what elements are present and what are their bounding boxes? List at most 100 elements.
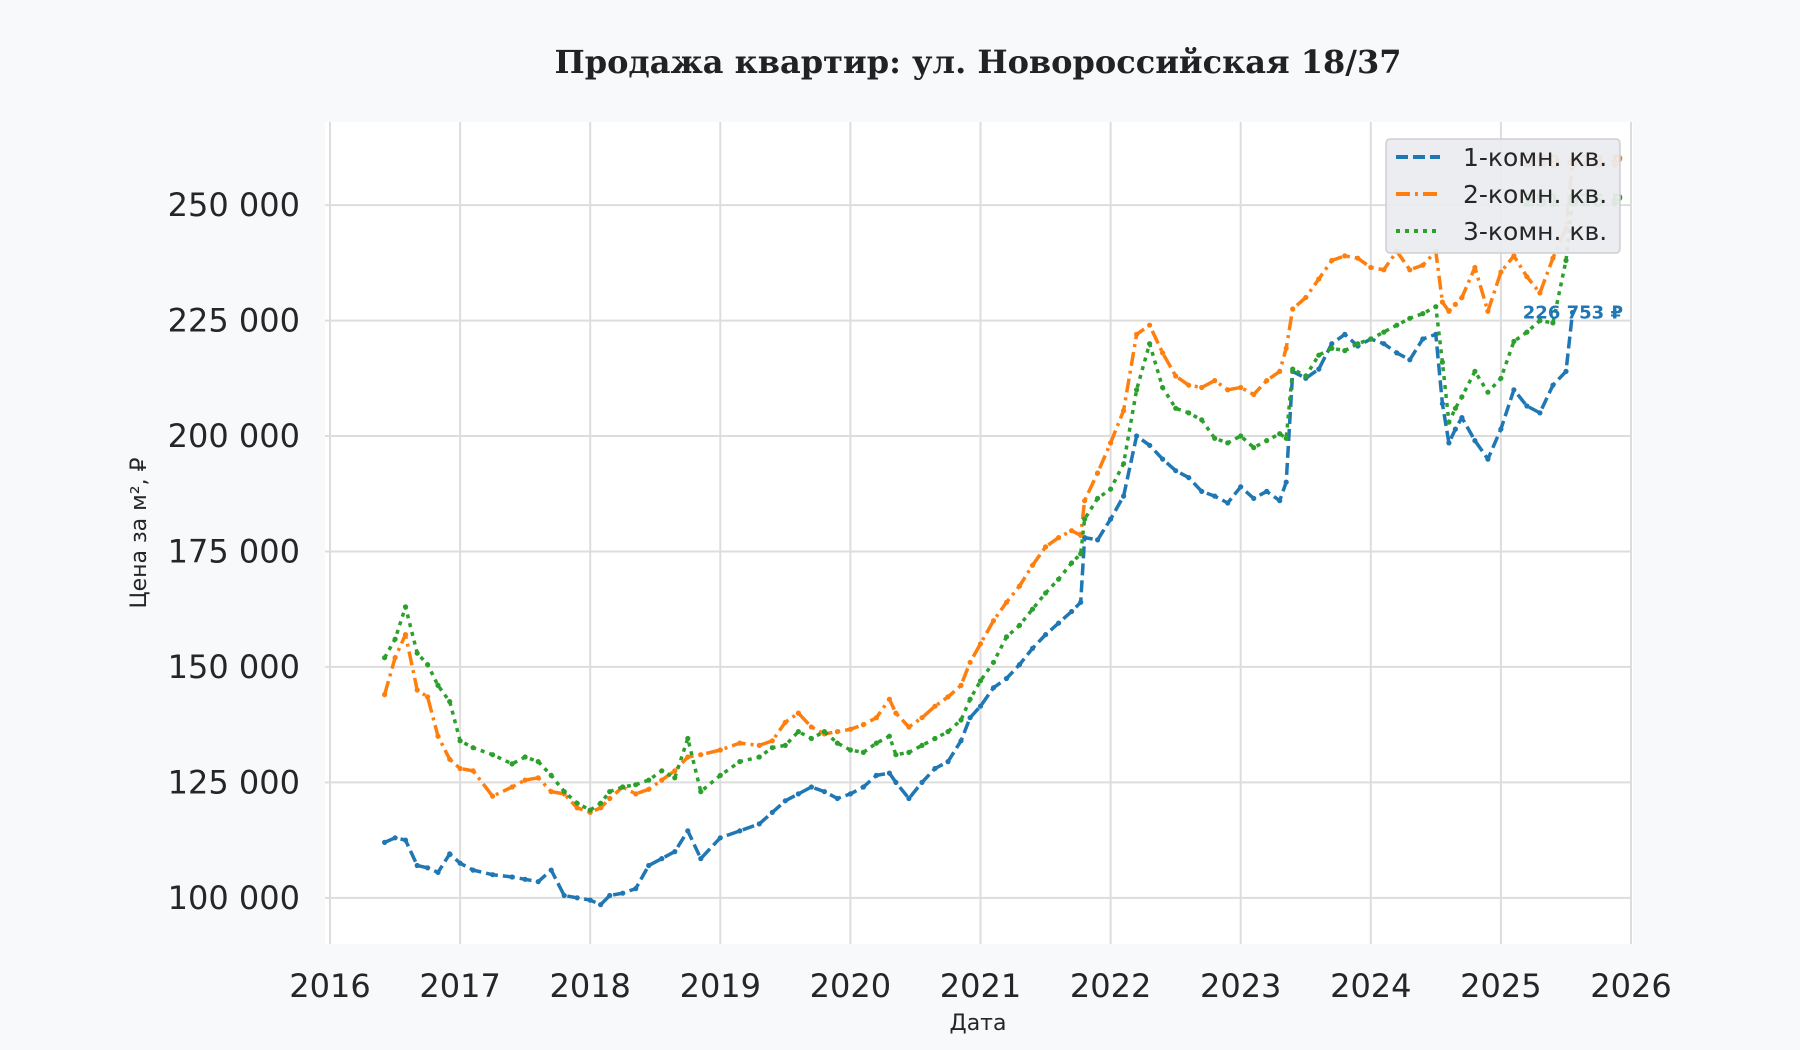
- data-point: [717, 747, 723, 753]
- data-point: [574, 895, 580, 901]
- data-point: [795, 791, 802, 797]
- data-point: [1537, 318, 1543, 324]
- data-point: [886, 733, 893, 739]
- data-point: [1511, 387, 1517, 393]
- data-point: [1329, 345, 1335, 351]
- series-3: [382, 197, 1576, 813]
- end-value-label: 226 753 ₽: [1523, 302, 1623, 323]
- data-point: [392, 636, 398, 642]
- data-point: [587, 897, 593, 903]
- data-point: [1225, 440, 1231, 446]
- data-point: [490, 752, 496, 758]
- data-point: [1147, 322, 1153, 328]
- x-tick-label: 2017: [419, 967, 500, 1005]
- data-point: [392, 835, 398, 841]
- data-point: [1537, 410, 1543, 416]
- data-point: [1251, 391, 1257, 398]
- data-point: [382, 692, 388, 698]
- data-point: [990, 659, 997, 665]
- x-tick-label: 2022: [1070, 967, 1151, 1005]
- data-point: [535, 775, 541, 781]
- data-point: [1212, 493, 1218, 499]
- data-point: [425, 694, 431, 700]
- data-point: [847, 726, 854, 732]
- y-tick-label: 225 000: [168, 302, 300, 340]
- data-point: [1277, 368, 1283, 374]
- data-point: [1238, 384, 1244, 391]
- data-point: [1472, 438, 1478, 444]
- data-point: [1003, 675, 1010, 682]
- data-point: [873, 715, 880, 721]
- data-point: [1459, 294, 1465, 301]
- x-tick-label: 2016: [289, 967, 370, 1005]
- legend-item-2room: 2-комн. кв.: [1396, 180, 1607, 209]
- data-point: [1485, 389, 1491, 395]
- data-point: [659, 768, 665, 774]
- data-point: [1160, 350, 1166, 356]
- data-point: [620, 784, 626, 790]
- y-tick-label: 200 000: [168, 417, 300, 455]
- data-point: [1498, 269, 1504, 275]
- data-point: [1563, 368, 1569, 374]
- data-point: [414, 687, 420, 693]
- data-point: [509, 784, 515, 790]
- data-point: [522, 777, 528, 783]
- data-point: [1069, 608, 1075, 615]
- data-point: [1199, 384, 1205, 391]
- data-point: [967, 715, 973, 721]
- data-point: [1498, 375, 1504, 381]
- data-point: [958, 717, 964, 723]
- data-point: [782, 798, 788, 804]
- data-point: [425, 865, 431, 871]
- data-point: [821, 789, 828, 795]
- data-point: [958, 738, 964, 744]
- data-point: [659, 777, 665, 783]
- data-point: [392, 655, 398, 661]
- x-tick-label: 2018: [549, 967, 630, 1005]
- data-point: [607, 892, 613, 899]
- data-point: [1082, 498, 1088, 504]
- data-point: [1381, 341, 1387, 347]
- data-point: [646, 777, 652, 783]
- data-point: [873, 740, 880, 746]
- data-point: [717, 772, 723, 779]
- data-point: [1134, 433, 1140, 439]
- data-point: [382, 655, 388, 661]
- data-point: [646, 862, 652, 869]
- data-point: [1433, 331, 1439, 337]
- x-tick-label: 2019: [680, 967, 761, 1005]
- data-point: [1316, 276, 1322, 282]
- data-point: [470, 745, 476, 751]
- data-point: [919, 715, 925, 721]
- data-point: [1407, 357, 1413, 363]
- data-point: [1186, 410, 1192, 416]
- data-point: [1355, 341, 1361, 347]
- x-tick-label: 2021: [940, 967, 1021, 1005]
- data-point: [1452, 301, 1458, 307]
- data-point: [535, 759, 541, 765]
- data-point: [672, 849, 678, 855]
- data-point: [435, 869, 441, 876]
- data-point: [990, 618, 997, 624]
- data-point: [1563, 257, 1569, 264]
- series-1: [382, 309, 1576, 908]
- data-point: [756, 742, 762, 749]
- data-point: [1095, 470, 1101, 476]
- data-point: [958, 682, 964, 689]
- data-point: [470, 768, 476, 774]
- y-axis-label: Цена за м², ₽: [127, 457, 152, 608]
- data-point: [1420, 311, 1426, 317]
- data-point: [561, 789, 567, 795]
- data-point: [893, 779, 899, 786]
- data-point: [1160, 384, 1166, 391]
- data-point: [1173, 468, 1179, 474]
- data-point: [1420, 336, 1426, 342]
- data-point: [1029, 645, 1036, 652]
- data-point: [1186, 475, 1192, 481]
- data-point: [1225, 500, 1231, 506]
- data-point: [1121, 408, 1127, 414]
- y-tick-label: 100 000: [168, 879, 300, 917]
- data-point: [646, 786, 652, 792]
- data-point: [795, 710, 802, 716]
- data-point: [457, 738, 463, 744]
